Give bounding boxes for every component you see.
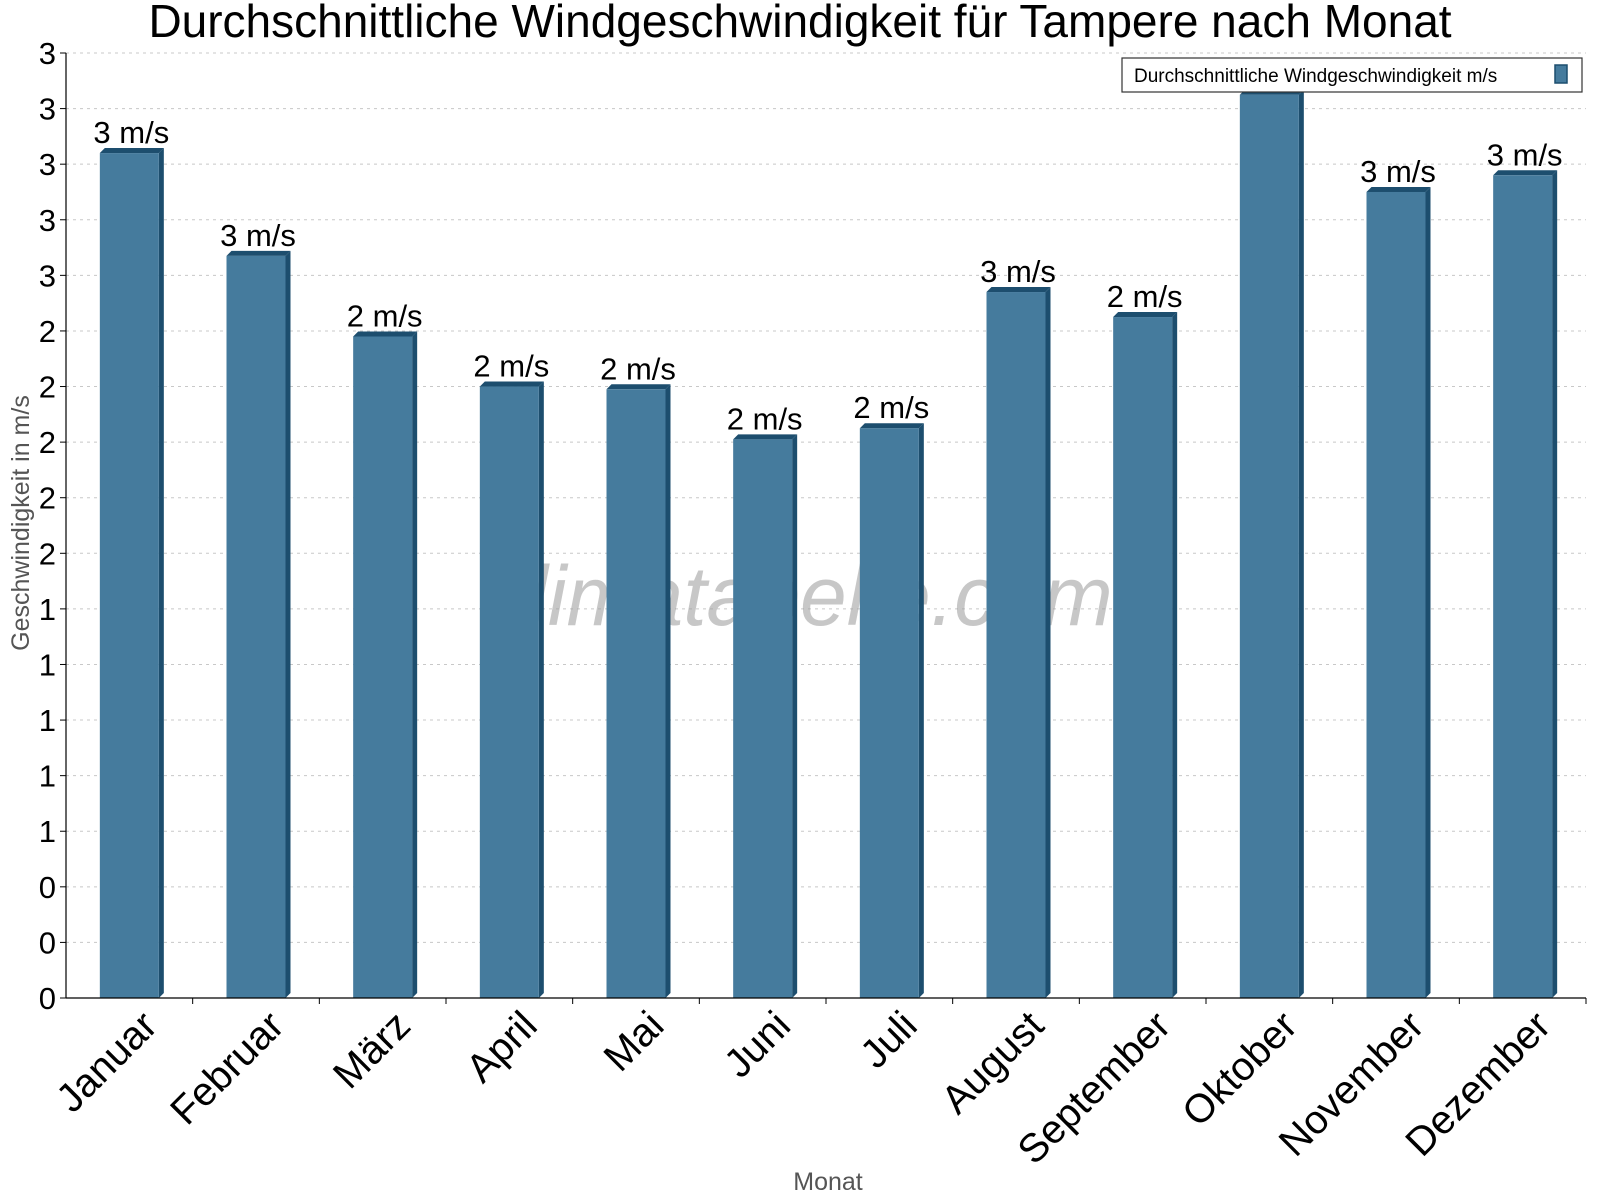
legend: Durchschnittliche Windgeschwindigkeit m/… [1121, 57, 1583, 93]
bar [479, 381, 544, 998]
y-axis-title: Geschwindigkeit in m/s [7, 395, 35, 651]
data-labels: 3 m/s 3 m/s 2 m/s 2 m/s 2 m/s 2 m/s 2 m/s 3 m/s… [93, 57, 1562, 437]
bar-front [99, 153, 159, 998]
data-label: 2 m/s [473, 349, 549, 384]
legend-label: Durchschnittliche Windgeschwindigkeit m/… [1134, 66, 1497, 87]
y-tick-label: 1 [39, 703, 56, 738]
bar-side [665, 384, 671, 998]
bar [1493, 170, 1558, 998]
bar-side [792, 434, 798, 998]
bars [99, 89, 1558, 999]
x-tick-label: Februar [162, 1003, 292, 1133]
bar-front [1239, 94, 1299, 999]
data-label: 2 m/s [727, 401, 803, 436]
bar-side [1298, 89, 1304, 999]
x-tick-label: Juni [716, 1003, 799, 1086]
y-tick-label: 3 [39, 203, 56, 238]
y-tick-label: 0 [39, 870, 56, 905]
bar [1366, 186, 1431, 998]
x-tick-label: April [458, 1003, 546, 1091]
bar-top [99, 148, 164, 154]
bar-side [538, 381, 544, 998]
x-tick-label: März [325, 1003, 419, 1097]
bar-front [1366, 191, 1426, 998]
y-tick-label: 3 [39, 36, 56, 71]
bar-front [1493, 175, 1553, 998]
y-tick-label: 2 [39, 370, 56, 405]
bar-top [353, 331, 418, 337]
bar-front [353, 336, 413, 998]
data-label: 2 m/s [1107, 279, 1183, 314]
y-tick-label: 1 [39, 759, 56, 794]
bar [226, 250, 291, 998]
bar-top [1366, 186, 1431, 192]
data-label: 3 m/s [220, 218, 296, 253]
chart-title: Durchschnittliche Windgeschwindigkeit fü… [148, 0, 1451, 47]
bar-side [1172, 312, 1178, 998]
y-tick-label: 0 [39, 925, 56, 960]
legend-box [1121, 57, 1583, 93]
bar-front [479, 386, 539, 998]
y-tick-label: 0 [39, 981, 56, 1016]
bar-top [226, 250, 291, 256]
bar-side [1552, 170, 1558, 998]
y-tick-label: 3 [39, 147, 56, 182]
legend-swatch [1554, 64, 1568, 84]
bar-front [859, 428, 919, 998]
data-label: 3 m/s [1487, 137, 1563, 172]
bar [606, 384, 671, 998]
bar-top [606, 384, 671, 390]
bar-front [226, 255, 286, 998]
data-label: 2 m/s [347, 299, 423, 334]
bar-top [479, 381, 544, 387]
x-tick-label: Oktober [1174, 1003, 1306, 1135]
bar [99, 148, 164, 998]
data-label: 3 m/s [1360, 154, 1436, 189]
bar [859, 423, 924, 998]
bar-front [986, 292, 1046, 998]
bar-front [733, 439, 793, 998]
bar [353, 331, 418, 998]
x-tick-label: Mai [596, 1003, 673, 1080]
y-tick-label: 3 [39, 258, 56, 293]
y-tick-labels: 0 0 0 1 1 1 1 1 2 2 2 2 2 3 3 3 3 3 [39, 36, 56, 1016]
bar-front [606, 389, 666, 998]
bar-front [1113, 317, 1173, 998]
bar-side [285, 250, 291, 998]
data-label: 3 m/s [93, 115, 169, 150]
bar-side [918, 423, 924, 998]
y-tick-label: 2 [39, 425, 56, 460]
data-label: 3 m/s [980, 254, 1056, 289]
bar [733, 434, 798, 998]
x-axis-title: Monat [793, 1168, 863, 1196]
bar-top [1493, 170, 1558, 176]
bar-top [733, 434, 798, 440]
bar-side [1425, 186, 1431, 998]
bar [1113, 312, 1178, 998]
y-tick-label: 1 [39, 814, 56, 849]
bar [986, 287, 1051, 998]
bar-side [412, 331, 418, 998]
x-tick-label: Januar [48, 1003, 166, 1121]
y-tick-label: 1 [39, 592, 56, 627]
y-tick-label: 3 [39, 92, 56, 127]
y-tick-label: 1 [39, 647, 56, 682]
bar [1239, 89, 1304, 999]
bar-top [859, 423, 924, 429]
y-tick-label: 2 [39, 536, 56, 571]
x-tick-label: Juli [852, 1003, 926, 1077]
bar-top [1113, 312, 1178, 318]
y-tick-label: 2 [39, 481, 56, 516]
axes [60, 52, 1587, 1004]
y-tick-label: 2 [39, 314, 56, 349]
data-label: 2 m/s [600, 351, 676, 386]
x-tick-label: August [933, 1003, 1052, 1122]
data-label: 2 m/s [853, 390, 929, 425]
grid-lines [66, 52, 1586, 943]
bar-side [1045, 287, 1051, 998]
bar-side [158, 148, 164, 998]
bar-top [986, 287, 1051, 293]
